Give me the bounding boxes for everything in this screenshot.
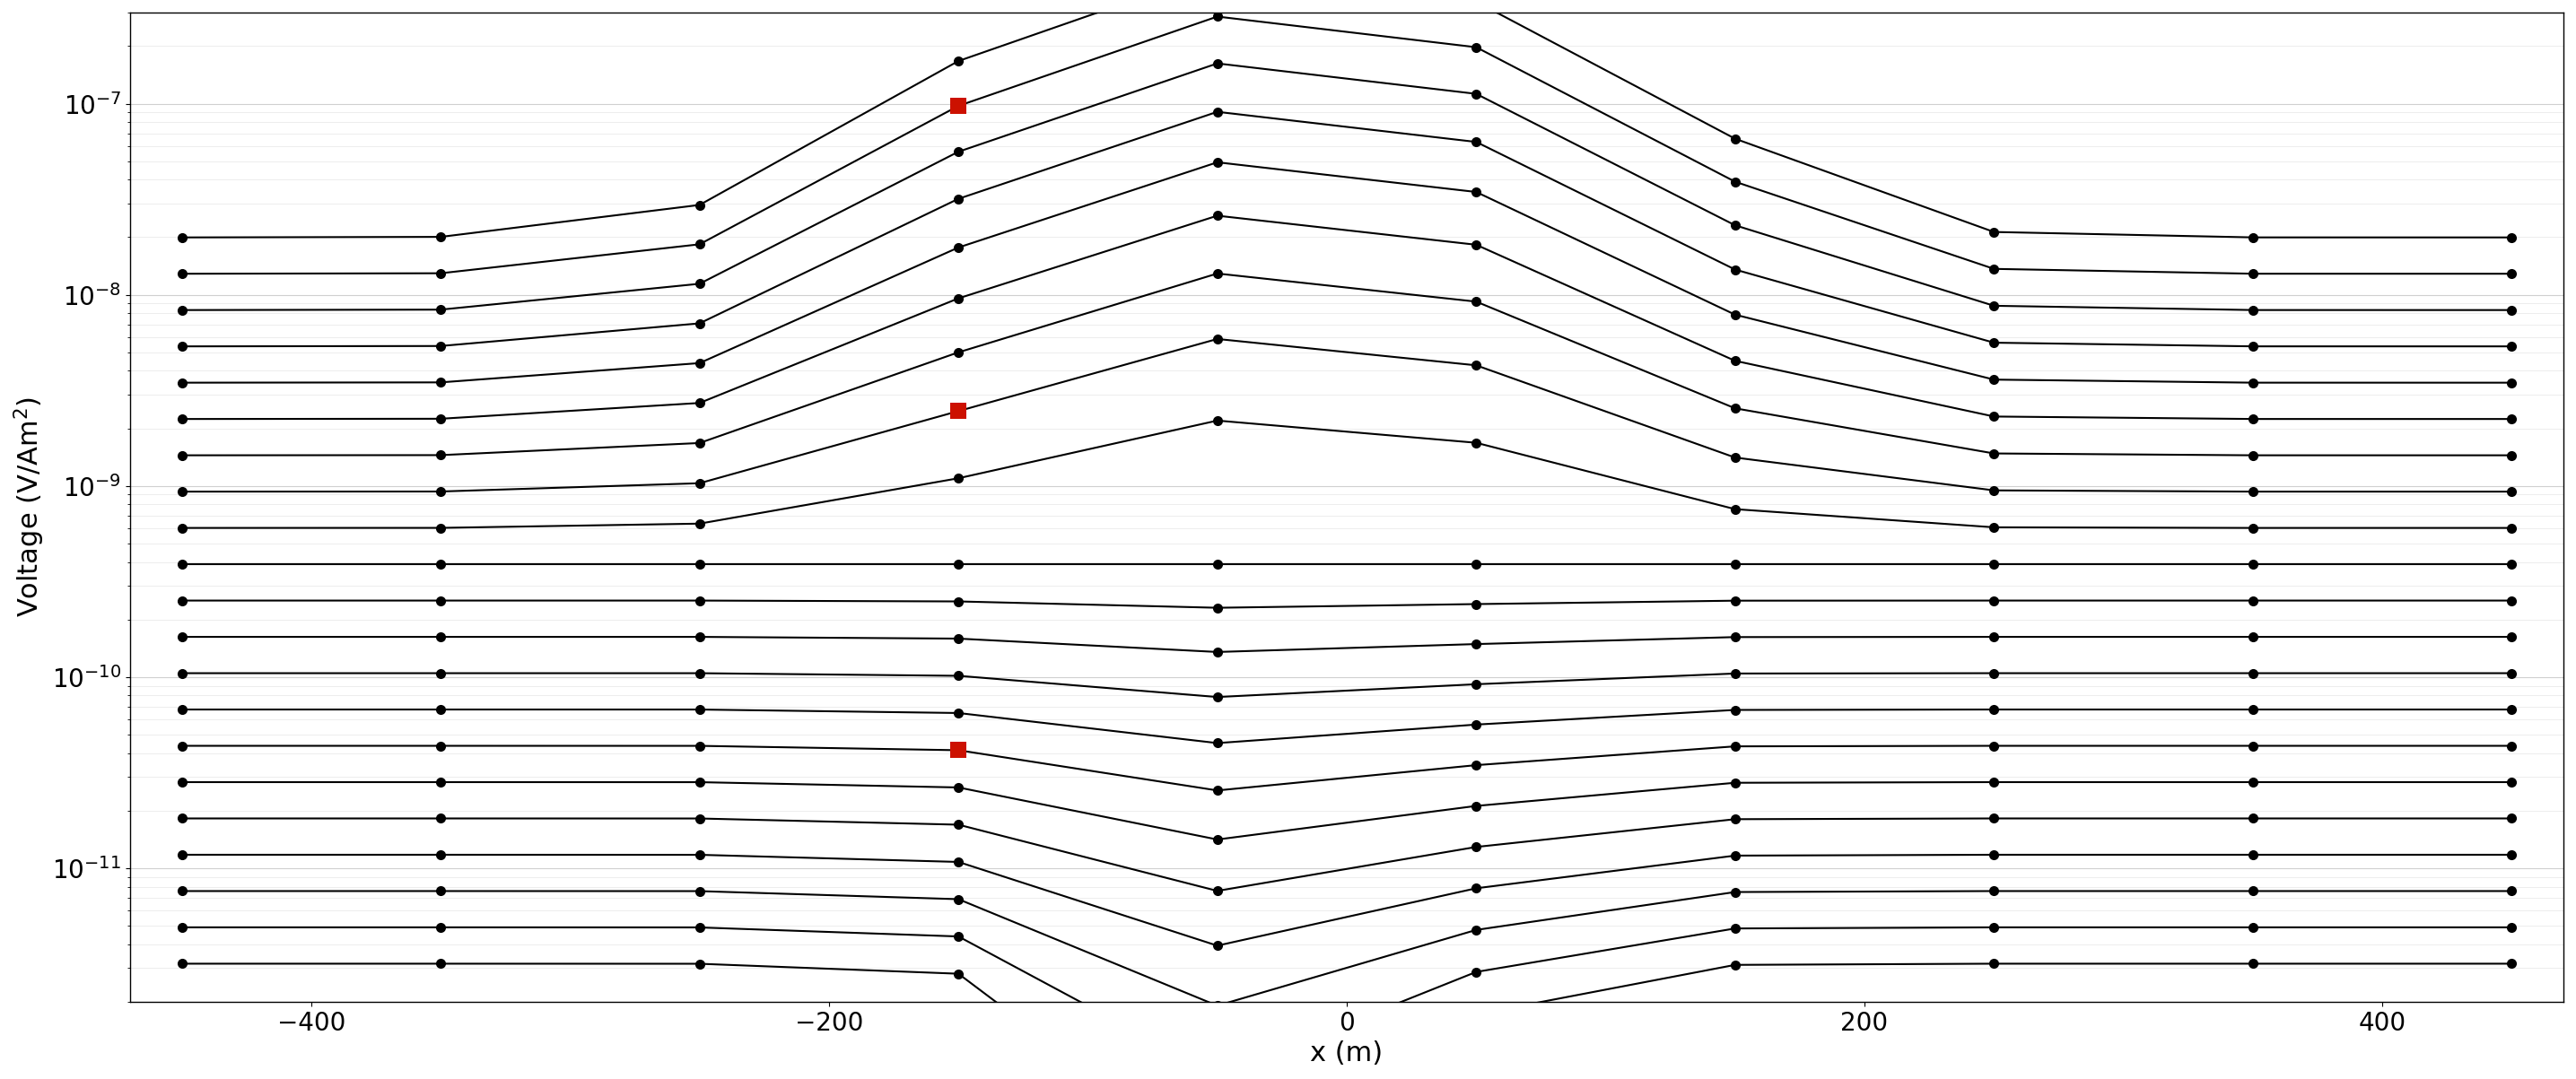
X-axis label: x (m): x (m) (1311, 1040, 1383, 1066)
Y-axis label: Voltage (V/Am$^2$): Voltage (V/Am$^2$) (13, 397, 46, 617)
